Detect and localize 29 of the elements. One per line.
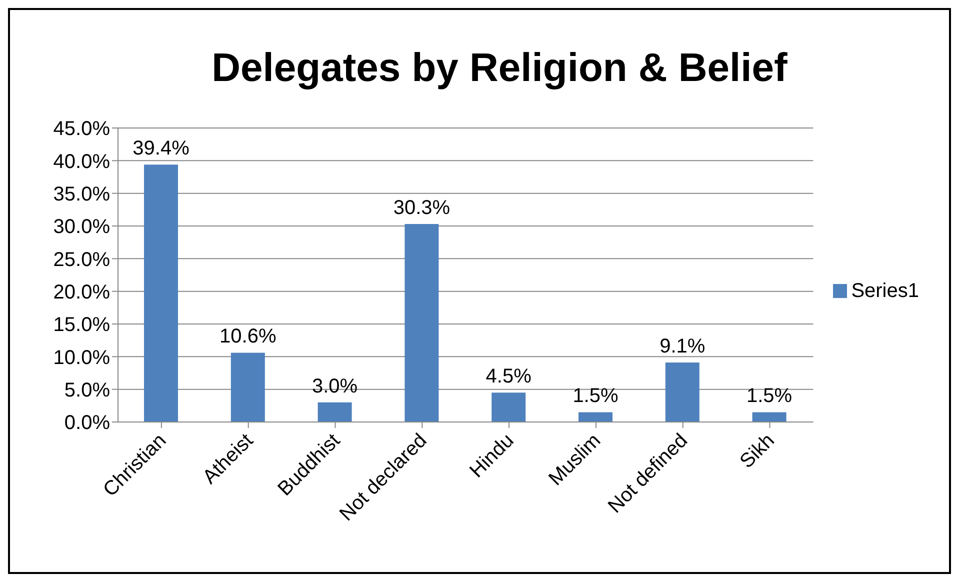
bar: [404, 224, 439, 422]
legend-label: Series1: [851, 280, 919, 302]
x-tick-label: Sikh: [736, 430, 779, 473]
y-tick-label: 10.0%: [53, 346, 110, 369]
chart-title: Delegates by Religion & Belief: [210, 46, 788, 91]
bar: [752, 412, 786, 422]
y-tick-label: 15.0%: [53, 314, 110, 336]
y-tick-label: 45.0%: [53, 118, 110, 140]
y-tick-label: 25.0%: [53, 248, 110, 271]
data-label: 1.5%: [746, 385, 792, 408]
bar: [578, 412, 612, 422]
bar: [144, 164, 178, 422]
bar: [492, 392, 526, 422]
y-tick-label: 30.0%: [53, 216, 110, 238]
bar: [665, 362, 700, 422]
data-label: 39.4%: [132, 138, 190, 160]
y-tick-label: 40.0%: [53, 150, 110, 173]
data-label: 30.3%: [393, 197, 450, 220]
data-label: 10.6%: [220, 326, 276, 348]
y-tick-label: 35.0%: [53, 183, 110, 206]
bar: [230, 352, 265, 422]
bar: [318, 402, 352, 422]
y-tick-label: 20.0%: [53, 281, 110, 304]
data-label: 3.0%: [312, 375, 358, 398]
data-label: 4.5%: [486, 366, 532, 388]
data-label: 9.1%: [660, 336, 706, 358]
y-tick-label: 5.0%: [64, 379, 110, 402]
data-label: 1.5%: [572, 385, 618, 408]
y-tick-label: 0.0%: [64, 412, 110, 434]
